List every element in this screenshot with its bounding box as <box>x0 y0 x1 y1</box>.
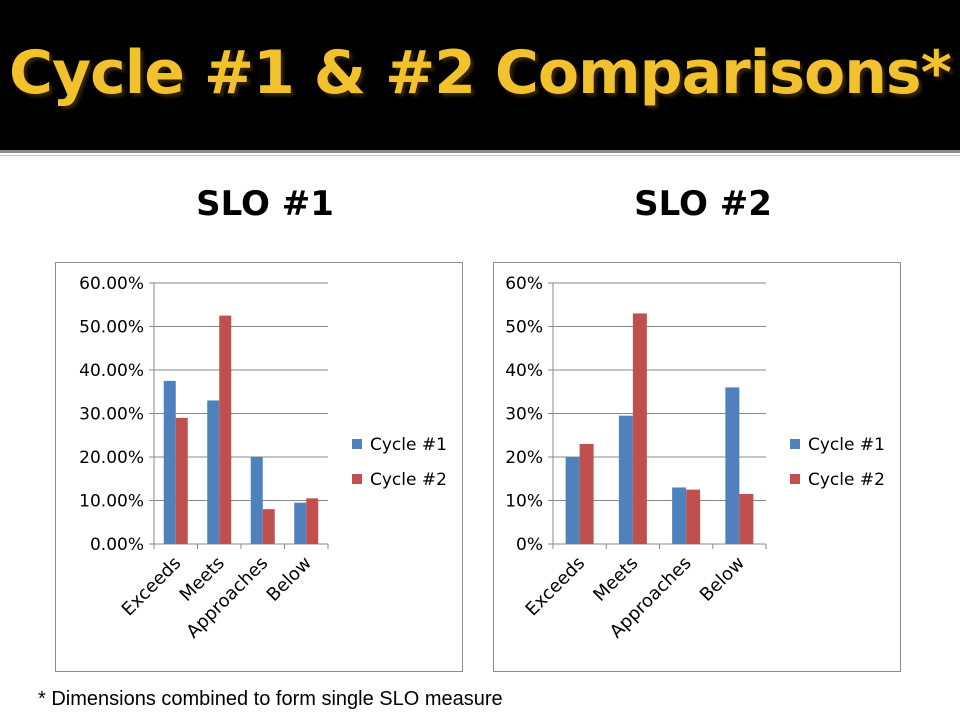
bar-1-approaches <box>250 457 263 544</box>
chart-slo-2: 0% 10% 20% 30% 40% 50% 60% Exceeds Meets Approach… <box>493 262 901 672</box>
chart-title-slo-2: SLO #2 <box>634 184 772 224</box>
x-tick-label: Below <box>696 553 749 606</box>
bar-2-below <box>306 498 319 544</box>
chart-slo-1: 0.00% 10.00% 20.00% 30.00% 40.00% 50.00% 60.00… <box>55 262 463 672</box>
bar-2-exceeds <box>175 417 188 544</box>
y-tick-label: 40.00% <box>79 361 144 381</box>
bar-1-meets <box>618 415 633 544</box>
y-tick-label: 30.00% <box>79 405 144 425</box>
y-tick-label: 20% <box>505 448 543 468</box>
bar-1-meets <box>207 400 220 544</box>
y-tick-label: 10% <box>505 492 543 512</box>
y-tick-label: 60.00% <box>79 274 144 294</box>
title-bar: Cycle #1 & #2 Comparisons* <box>0 0 960 150</box>
x-tick-label: Exceeds <box>522 553 590 621</box>
y-tick-label: 60% <box>505 274 543 294</box>
legend-swatch <box>352 474 362 484</box>
bar-2-exceeds <box>579 443 594 544</box>
bar-1-exceeds <box>163 380 176 544</box>
chart-slo-2-svg: 0%10%20%30%40%50%60%Exceeds MeetsApproach… <box>505 274 885 642</box>
title-divider-thin <box>0 155 960 156</box>
legend-swatch <box>790 474 800 484</box>
bar-1-exceeds <box>565 457 580 544</box>
y-tick-label: 10.00% <box>79 492 144 512</box>
y-tick-label: 50.00% <box>79 318 144 338</box>
y-tick-label: 30% <box>505 405 543 425</box>
footnote: * Dimensions combined to form single SLO… <box>38 688 503 710</box>
bar-2-meets <box>219 315 232 544</box>
bar-1-approaches <box>672 487 687 544</box>
legend-label: Cycle #2 <box>370 470 447 490</box>
y-tick-label: 0% <box>516 535 543 555</box>
legend-label: Cycle #2 <box>808 470 885 490</box>
legend-label: Cycle #1 <box>370 435 447 455</box>
bar-1-below <box>294 502 307 544</box>
legend-swatch <box>352 439 362 449</box>
bar-1-below <box>725 387 740 544</box>
slide-title: Cycle #1 & #2 Comparisons* <box>9 38 952 108</box>
bar-2-approaches <box>262 509 275 544</box>
chart-slo-1-svg: 0.00% 10.00% 20.00% 30.00% 40.00% 50.00% 60.00… <box>79 274 447 642</box>
legend-swatch <box>790 439 800 449</box>
y-tick-label: 50% <box>505 318 543 338</box>
title-divider <box>0 150 960 153</box>
legend-label: Cycle #1 <box>808 435 885 455</box>
bar-2-meets <box>632 313 647 544</box>
y-tick-label: 40% <box>505 361 543 381</box>
x-tick-label: Exceeds <box>118 553 186 621</box>
y-tick-label: 20.00% <box>79 448 144 468</box>
bar-2-approaches <box>686 489 701 544</box>
y-tick-label: 0.00% <box>90 535 144 555</box>
x-tick-label: Below <box>263 553 316 606</box>
chart-title-slo-1: SLO #1 <box>196 184 334 224</box>
bar-2-below <box>739 493 754 544</box>
